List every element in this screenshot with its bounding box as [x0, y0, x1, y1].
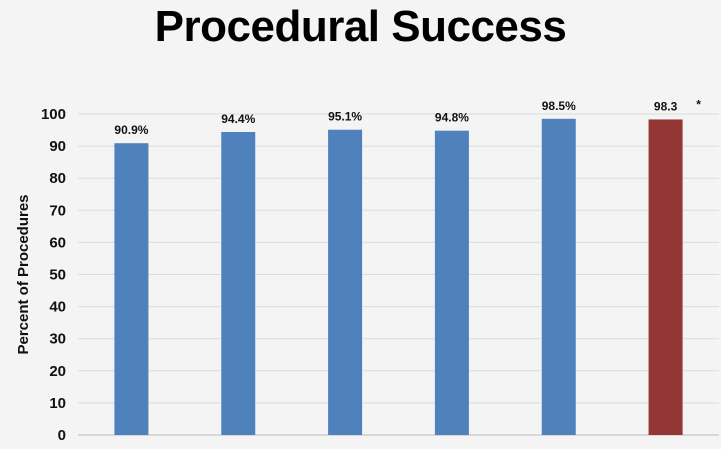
data-label: 90.9% [114, 123, 148, 137]
data-label: 98.3 [654, 99, 678, 113]
y-tick-label: 40 [49, 299, 66, 316]
data-label: 95.1% [328, 110, 362, 124]
chart-title: Procedural Success [154, 2, 567, 51]
data-label: 94.8% [435, 111, 469, 125]
y-tick-label: 10 [49, 395, 66, 412]
y-axis-label: Percent of Procedures [15, 194, 32, 354]
bar [114, 143, 149, 435]
bar [541, 118, 576, 435]
y-tick-label: 50 [49, 267, 66, 284]
y-tick-label: 100 [41, 106, 66, 123]
bar [328, 129, 363, 435]
data-label: 94.4% [221, 112, 255, 126]
annotation-asterisk: * [696, 97, 701, 111]
y-tick-label: 90 [49, 138, 66, 155]
y-tick-label: 20 [49, 363, 66, 380]
bar [434, 130, 469, 435]
y-tick-label: 70 [49, 202, 66, 219]
y-tick-label: 0 [58, 427, 66, 444]
bar [648, 119, 683, 435]
y-tick-label: 30 [49, 331, 66, 348]
y-tick-label: 80 [49, 170, 66, 187]
bar [221, 131, 256, 435]
y-tick-label: 60 [49, 234, 66, 251]
data-label: 98.5% [542, 99, 576, 113]
